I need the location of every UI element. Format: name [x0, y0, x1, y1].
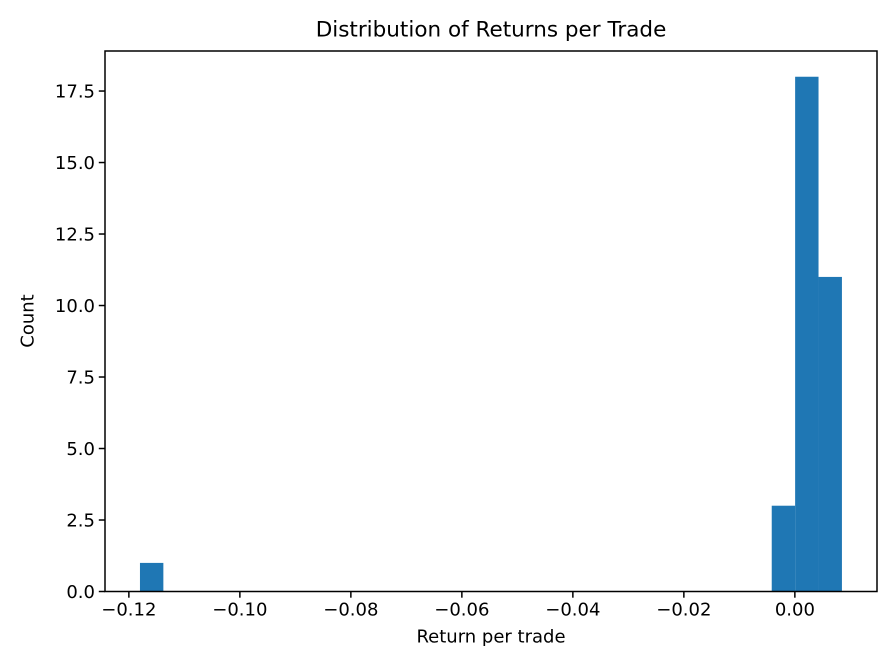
histogram-bar — [139, 562, 164, 592]
y-tick-label: 15.0 — [55, 153, 95, 174]
histogram-bar — [771, 505, 796, 592]
y-tick-label: 10.0 — [55, 296, 95, 317]
x-tick-label: −0.10 — [212, 600, 267, 621]
x-axis-label: Return per trade — [416, 626, 566, 648]
x-tick-label: −0.08 — [323, 600, 378, 621]
y-tick-label: 0.0 — [66, 582, 95, 603]
y-tick-label: 7.5 — [66, 368, 95, 389]
y-tick-label: 17.5 — [55, 82, 95, 103]
histogram-bar — [818, 276, 842, 592]
histogram-bar — [795, 76, 819, 592]
x-tick-label: −0.02 — [656, 600, 711, 621]
y-tick-label: 12.5 — [55, 225, 95, 246]
chart-title: Distribution of Returns per Trade — [315, 17, 667, 43]
y-tick-label: 5.0 — [66, 439, 95, 460]
y-tick-label: 2.5 — [66, 511, 95, 532]
x-tick-label: 0.00 — [775, 600, 815, 621]
x-tick-label: −0.04 — [545, 600, 600, 621]
x-tick-label: −0.12 — [101, 600, 156, 621]
plot-border — [104, 50, 878, 593]
x-tick-label: −0.06 — [434, 600, 489, 621]
